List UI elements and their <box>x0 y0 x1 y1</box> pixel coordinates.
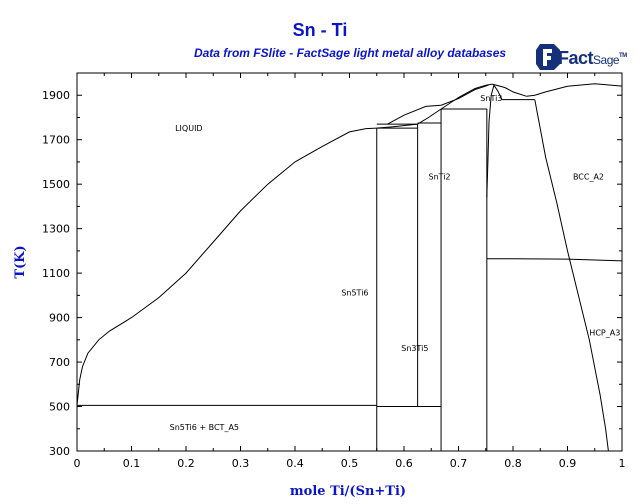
y-tick-label: 1500 <box>42 178 70 191</box>
y-tick-label: 700 <box>49 356 70 369</box>
x-tick-label: 0.3 <box>232 457 250 470</box>
phase-boundaries <box>77 83 622 451</box>
y-tick-label: 1700 <box>42 134 70 147</box>
region-label: SnTi2 <box>429 173 451 182</box>
region-label: Sn3Ti5 <box>401 344 428 353</box>
curve-BCC-boundary <box>534 99 609 451</box>
logo-word-sage: Sage <box>593 53 620 67</box>
x-tick-label: 0.1 <box>123 457 141 470</box>
region-label: Sn5Ti6 <box>341 288 368 297</box>
region-label: HCP_A3 <box>589 328 620 337</box>
curve-liquidus-peritectic-1 <box>376 123 418 129</box>
curve-eutectoid-line <box>486 258 622 262</box>
plot-area <box>76 72 623 452</box>
region-label: LIQUID <box>175 124 203 133</box>
curve-SnTi3-to-BCC <box>526 83 622 97</box>
x-tick-label: 0.4 <box>286 457 304 470</box>
y-tick-label: 1900 <box>42 89 70 102</box>
curve-SnTi3-solvus-left <box>486 84 503 198</box>
y-axis-label: T(K) <box>13 245 28 278</box>
curve-liquidus-peritectic-2 <box>417 108 442 125</box>
y-tick-label: 1300 <box>42 223 70 236</box>
y-tick-label: 500 <box>49 401 70 414</box>
axis-ticks: 0 0.1 0.2 0.3 0.4 0.5 0.6 0.7 0.8 0.9 130050070090… <box>42 73 626 470</box>
curve-liquidus-left <box>77 127 377 406</box>
region-labels: LIQUID Sn5Ti6 Sn3Ti5 SnTi2 SnTi3 BCC_A2 HCP_A3… <box>170 94 621 432</box>
y-tick-label: 1100 <box>42 267 70 280</box>
curve-liquid-solidus-upper <box>387 84 489 125</box>
region-label: BCC_A2 <box>573 173 604 182</box>
x-tick-label: 0.9 <box>559 457 577 470</box>
logo-word-fact: Fact <box>558 48 594 68</box>
factsage-logo-icon <box>536 44 560 70</box>
x-tick-label: 0.5 <box>341 457 359 470</box>
chart-title: Sn - Ti <box>292 20 348 40</box>
factsage-logo: FactSageTM <box>536 40 640 74</box>
factsage-logo-text: FactSageTM <box>558 48 627 69</box>
curve-liquidus-SnTi3-right <box>492 83 527 97</box>
region-label: SnTi3 <box>480 94 502 103</box>
chart-subtitle: Data from FSlite - FactSage light metal … <box>193 46 507 60</box>
x-tick-label: 0.7 <box>450 457 468 470</box>
x-tick-label: 0.6 <box>395 457 413 470</box>
y-tick-label: 900 <box>49 312 70 325</box>
x-axis-label: mole Ti/(Sn+Ti) <box>290 484 406 499</box>
logo-trademark: TM <box>619 53 627 59</box>
y-tick-label: 300 <box>49 445 70 458</box>
region-label: Sn5Ti6 + BCT_A5 <box>170 423 239 432</box>
x-tick-label: 1 <box>619 457 626 470</box>
x-tick-label: 0.2 <box>177 457 195 470</box>
x-tick-label: 0.8 <box>504 457 522 470</box>
x-tick-label: 0 <box>74 457 81 470</box>
